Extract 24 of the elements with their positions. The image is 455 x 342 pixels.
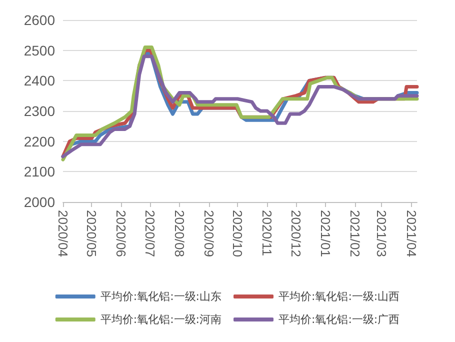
y-tick-label: 2400: [24, 72, 56, 89]
y-tick-label: 2500: [24, 42, 56, 58]
y-tick-label: 2200: [24, 133, 56, 150]
x-tick-label: 2020/08: [172, 210, 187, 257]
legend-label: 平均价:氧化铝:一级:山东: [100, 290, 222, 303]
legend-label: 平均价:氧化铝:一级:广西: [278, 313, 400, 326]
x-tick-label: 2021/03: [374, 210, 390, 257]
x-tick-label: 2020/10: [230, 210, 246, 257]
x-tick-label: 2021/04: [404, 210, 419, 257]
legend-label: 平均价:氧化铝:一级:河南: [100, 313, 222, 326]
x-tick-label: 2020/09: [201, 210, 216, 257]
x-tick-label: 2020/05: [84, 210, 100, 257]
x-tick-label: 2020/04: [56, 210, 70, 257]
y-tick-label: 2600: [24, 12, 56, 28]
x-tick-label: 2020/11: [260, 210, 275, 256]
y-tick-label: 2100: [24, 164, 56, 180]
y-tick-label: 2300: [24, 103, 56, 119]
x-tick-label: 2021/02: [347, 210, 362, 257]
y-tick-label: 2000: [24, 194, 56, 210]
x-tick-label: 2020/06: [114, 210, 129, 257]
legend-label: 平均价:氧化铝:一级:山西: [278, 290, 400, 303]
x-tick-label: 2020/07: [142, 210, 158, 257]
x-tick-label: 2020/12: [288, 210, 304, 257]
x-tick-label: 2021/01: [318, 210, 333, 257]
